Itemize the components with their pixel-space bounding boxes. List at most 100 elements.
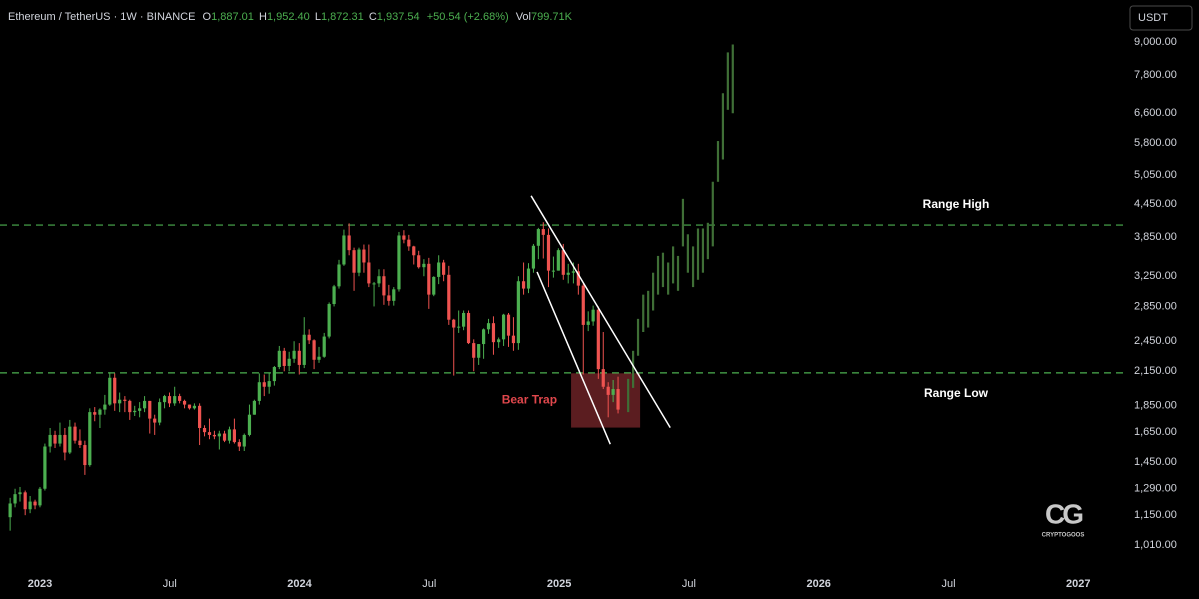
candle-body — [118, 399, 122, 404]
candle-body — [182, 400, 187, 405]
candle-body — [591, 309, 595, 322]
y-tick-label: 4,450.00 — [1134, 198, 1177, 210]
candle-body — [412, 246, 416, 256]
candle-body — [312, 340, 316, 360]
candle-body — [571, 271, 576, 273]
candle-body — [153, 418, 157, 423]
candle-body — [178, 396, 182, 401]
candle-body — [362, 249, 366, 263]
x-tick-label: Jul — [941, 578, 955, 590]
x-tick-label: 2024 — [287, 578, 312, 590]
candle-body — [267, 381, 271, 387]
trendline — [530, 195, 671, 428]
high-label: H — [259, 11, 267, 23]
candle-body — [501, 314, 506, 340]
x-tick-label: 2027 — [1066, 578, 1090, 590]
candle-body — [252, 400, 256, 415]
watermark-name: CRYPTOGOOS — [1042, 533, 1085, 539]
candle-body — [18, 492, 22, 495]
candle-body — [377, 276, 381, 284]
y-tick-label: 3,850.00 — [1134, 231, 1177, 243]
y-tick-label: 2,850.00 — [1134, 300, 1177, 312]
volume-value: 799.71K — [531, 11, 573, 23]
candle-body — [287, 358, 291, 366]
candle-body — [48, 434, 52, 447]
range-label: Range Low — [924, 386, 989, 400]
candle-body — [466, 312, 471, 344]
x-tick-label: 2025 — [547, 578, 571, 590]
candle-body — [262, 382, 266, 387]
candle-body — [297, 350, 301, 365]
candle-body — [8, 503, 12, 518]
candle-body — [257, 382, 261, 401]
y-tick-label: 1,290.00 — [1134, 483, 1177, 495]
candle-body — [491, 323, 496, 343]
candle-body — [472, 343, 476, 358]
candle-body — [43, 446, 47, 489]
candle-body — [212, 434, 217, 437]
candle-body — [407, 239, 411, 247]
currency-label[interactable]: USDT — [1138, 12, 1168, 24]
x-tick-label: 2026 — [806, 578, 830, 590]
candle-body — [227, 429, 232, 441]
candle-body — [242, 434, 246, 447]
candle-body — [427, 263, 431, 295]
candle-body — [78, 440, 82, 446]
candle-body — [302, 334, 306, 365]
candle-body — [531, 245, 536, 269]
candle-body — [13, 494, 17, 504]
currency-button[interactable] — [1129, 5, 1193, 31]
y-tick-label: 2,150.00 — [1134, 365, 1177, 377]
y-tick-label: 1,010.00 — [1134, 539, 1177, 551]
candle-body — [417, 255, 421, 268]
candle-body — [38, 488, 42, 506]
candle-body — [367, 262, 371, 284]
y-tick-label: 7,800.00 — [1134, 69, 1177, 81]
candle-body — [576, 271, 580, 286]
candle-body — [432, 276, 436, 295]
candle-body — [173, 396, 177, 404]
candle-body — [142, 400, 147, 409]
candle-body — [247, 414, 252, 435]
candle-body — [372, 283, 376, 285]
candle-body — [202, 427, 207, 433]
candle-body — [347, 235, 351, 251]
y-tick-label: 5,800.00 — [1134, 137, 1177, 149]
candle-body — [332, 286, 336, 305]
range-label: Range High — [923, 197, 990, 211]
candle-body — [282, 350, 286, 366]
candle-body — [307, 334, 311, 341]
x-tick-label: Jul — [682, 578, 696, 590]
candle-body — [113, 377, 117, 404]
candle-body — [98, 409, 102, 415]
x-tick-label: Jul — [422, 578, 436, 590]
candle-body — [123, 399, 127, 401]
candle-body — [217, 433, 221, 437]
candle-body — [162, 396, 167, 403]
y-tick-label: 3,250.00 — [1134, 270, 1177, 282]
candle-body — [611, 389, 615, 395]
candle-body — [511, 335, 516, 344]
candle-body — [551, 270, 556, 272]
watermark-logo: CG — [1045, 498, 1083, 529]
candle-body — [402, 235, 406, 240]
candle-body — [516, 281, 520, 344]
candle-body — [88, 412, 92, 466]
candle-body — [207, 432, 212, 435]
candle-body — [387, 295, 391, 301]
candle-body — [128, 400, 132, 413]
candle-body — [337, 264, 341, 287]
candle-body — [222, 433, 227, 441]
trendline — [536, 271, 611, 445]
candle-body — [422, 263, 426, 268]
candle-body — [352, 250, 356, 273]
candle-body — [447, 274, 451, 320]
candle-body — [93, 412, 97, 415]
candle-body — [581, 285, 585, 325]
candle-body — [442, 262, 446, 275]
y-tick-label: 1,150.00 — [1134, 509, 1177, 521]
candle-body — [108, 377, 112, 405]
